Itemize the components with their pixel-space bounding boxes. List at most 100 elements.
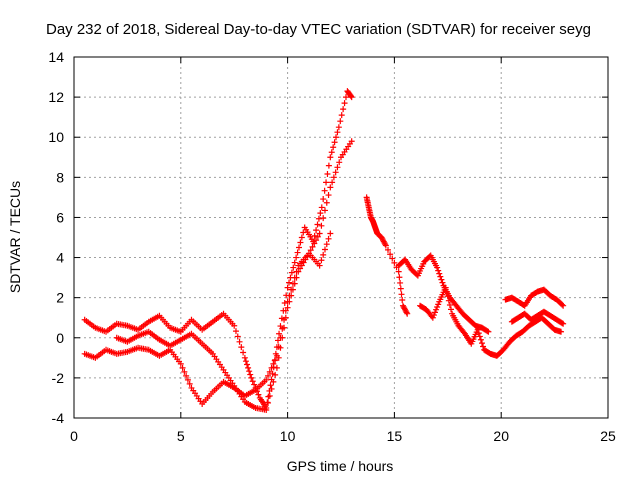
plot-frame (73, 56, 609, 419)
data-point (297, 239, 304, 246)
data-point (246, 368, 253, 375)
data-point (281, 300, 288, 307)
data-point (183, 372, 190, 379)
data-point (298, 262, 305, 269)
data-point (478, 340, 485, 347)
y-tick-label: 14 (48, 49, 64, 65)
data-point (485, 328, 492, 335)
data-point (236, 338, 243, 345)
data-point (325, 192, 332, 199)
y-tick-label: -2 (52, 370, 65, 386)
data-point (327, 154, 334, 161)
data-point (248, 374, 255, 381)
data-point (273, 364, 280, 371)
data-point (433, 306, 440, 313)
data-point (240, 349, 247, 356)
data-point (234, 333, 241, 340)
data-point (439, 279, 446, 286)
data-point (397, 279, 404, 286)
data-point (436, 270, 443, 277)
data-point (325, 235, 332, 242)
x-tick-label: 25 (600, 428, 616, 444)
data-point (290, 264, 297, 271)
data-point (251, 381, 258, 388)
data-point (435, 301, 442, 308)
data-point (309, 243, 316, 250)
data-point (270, 360, 277, 367)
data-point (335, 124, 342, 131)
data-point (316, 262, 323, 269)
data-point (288, 292, 295, 299)
data-point (404, 310, 411, 317)
data-point (300, 259, 307, 266)
data-point (272, 371, 279, 378)
data-point (437, 273, 444, 280)
data-point (241, 354, 248, 361)
data-point (318, 204, 325, 211)
data-point (460, 329, 467, 336)
data-point (293, 274, 300, 281)
data-point (304, 253, 311, 260)
data-point (438, 276, 445, 283)
data-point (347, 93, 354, 100)
y-tick-label: 0 (56, 330, 64, 346)
y-tick-label: 4 (56, 250, 64, 266)
data-point (289, 286, 296, 293)
data-point (255, 391, 262, 398)
data-point (284, 284, 291, 291)
data-point (265, 399, 272, 406)
data-point (311, 232, 318, 239)
x-tick-label: 5 (177, 428, 185, 444)
data-point (480, 343, 487, 350)
data-point (327, 230, 334, 237)
data-point (560, 302, 567, 309)
data-point (244, 361, 251, 368)
data-point (284, 304, 291, 311)
data-point (242, 358, 249, 365)
data-point (474, 326, 481, 333)
data-point (398, 291, 405, 298)
data-point (184, 376, 191, 383)
data-point (442, 284, 449, 291)
data-point (324, 170, 331, 177)
chart-title: Day 232 of 2018, Sidereal Day-to-day VTE… (46, 21, 591, 38)
data-point (323, 241, 330, 248)
data-point (327, 184, 334, 191)
data-point (446, 302, 453, 309)
data-point (318, 257, 325, 264)
data-point (272, 356, 279, 363)
data-point (330, 144, 337, 151)
data-point (323, 179, 330, 186)
x-axis-label: GPS time / hours (287, 458, 394, 474)
data-point (559, 301, 566, 308)
data-point (288, 269, 295, 276)
y-tick-label: 6 (56, 209, 64, 225)
data-point (311, 240, 318, 247)
y-tick-label: 12 (48, 89, 64, 105)
data-point (295, 244, 302, 251)
data-point (268, 385, 275, 392)
data-point (321, 207, 328, 214)
data-point (435, 267, 442, 274)
data-point (325, 162, 332, 169)
y-axis-label: SDTVAR / TECUs (7, 181, 23, 293)
data-point (484, 328, 491, 335)
data-point (263, 406, 270, 413)
x-tick-label: 20 (493, 428, 509, 444)
data-point (382, 241, 389, 248)
grid (74, 57, 608, 418)
data-point (297, 265, 304, 272)
y-tick-label: 8 (56, 169, 64, 185)
data-point (560, 320, 567, 327)
data-point (391, 259, 398, 266)
data-point (249, 378, 256, 385)
data-point (294, 249, 301, 256)
data-point (264, 399, 271, 406)
data-point (331, 139, 338, 146)
data-point (317, 210, 324, 217)
data-point (337, 118, 344, 125)
data-point (276, 330, 283, 337)
data-point (476, 333, 483, 340)
data-point (348, 138, 355, 145)
